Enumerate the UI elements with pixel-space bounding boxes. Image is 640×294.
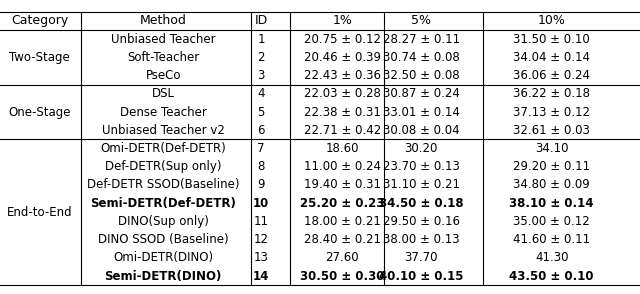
Text: 25.20 ± 0.23: 25.20 ± 0.23 — [300, 197, 385, 210]
Text: 6: 6 — [257, 124, 265, 137]
Text: 28.40 ± 0.21: 28.40 ± 0.21 — [304, 233, 381, 246]
Text: 22.71 ± 0.42: 22.71 ± 0.42 — [304, 124, 381, 137]
Text: 29.20 ± 0.11: 29.20 ± 0.11 — [513, 160, 590, 173]
Text: 41.60 ± 0.11: 41.60 ± 0.11 — [513, 233, 590, 246]
Text: 30.50 ± 0.30: 30.50 ± 0.30 — [300, 270, 385, 283]
Text: 36.22 ± 0.18: 36.22 ± 0.18 — [513, 87, 590, 100]
Text: 7: 7 — [257, 142, 265, 155]
Text: 10%: 10% — [538, 14, 566, 27]
Text: Semi-DETR(DINO): Semi-DETR(DINO) — [104, 270, 222, 283]
Text: Soft-Teacher: Soft-Teacher — [127, 51, 199, 64]
Text: 34.04 ± 0.14: 34.04 ± 0.14 — [513, 51, 590, 64]
Text: DINO SSOD (Baseline): DINO SSOD (Baseline) — [98, 233, 228, 246]
Text: 11.00 ± 0.24: 11.00 ± 0.24 — [304, 160, 381, 173]
Text: 32.50 ± 0.08: 32.50 ± 0.08 — [383, 69, 460, 82]
Text: 23.70 ± 0.13: 23.70 ± 0.13 — [383, 160, 460, 173]
Text: 30.87 ± 0.24: 30.87 ± 0.24 — [383, 87, 460, 100]
Text: 5: 5 — [257, 106, 265, 118]
Text: Dense Teacher: Dense Teacher — [120, 106, 207, 118]
Text: Category: Category — [11, 14, 68, 27]
Text: 14: 14 — [253, 270, 269, 283]
Text: 13: 13 — [253, 251, 269, 264]
Text: 2: 2 — [257, 51, 265, 64]
Text: 35.00 ± 0.12: 35.00 ± 0.12 — [513, 215, 590, 228]
Text: 27.60: 27.60 — [326, 251, 359, 264]
Text: 1: 1 — [257, 33, 265, 46]
Text: 30.74 ± 0.08: 30.74 ± 0.08 — [383, 51, 460, 64]
Text: 34.80 ± 0.09: 34.80 ± 0.09 — [513, 178, 590, 191]
Text: 1%: 1% — [332, 14, 353, 27]
Text: 12: 12 — [253, 233, 269, 246]
Text: 5%: 5% — [411, 14, 431, 27]
Text: DINO(Sup only): DINO(Sup only) — [118, 215, 209, 228]
Text: 22.03 ± 0.28: 22.03 ± 0.28 — [304, 87, 381, 100]
Text: 30.20: 30.20 — [404, 142, 438, 155]
Text: 20.75 ± 0.12: 20.75 ± 0.12 — [304, 33, 381, 46]
Text: 20.46 ± 0.39: 20.46 ± 0.39 — [304, 51, 381, 64]
Text: 18.60: 18.60 — [326, 142, 359, 155]
Text: Unbiased Teacher: Unbiased Teacher — [111, 33, 216, 46]
Text: 38.10 ± 0.14: 38.10 ± 0.14 — [509, 197, 594, 210]
Text: 32.61 ± 0.03: 32.61 ± 0.03 — [513, 124, 590, 137]
Text: 3: 3 — [257, 69, 265, 82]
Text: 31.50 ± 0.10: 31.50 ± 0.10 — [513, 33, 590, 46]
Text: 29.50 ± 0.16: 29.50 ± 0.16 — [383, 215, 460, 228]
Text: 43.50 ± 0.10: 43.50 ± 0.10 — [509, 270, 594, 283]
Text: 10: 10 — [253, 197, 269, 210]
Text: Def-DETR SSOD(Baseline): Def-DETR SSOD(Baseline) — [87, 178, 239, 191]
Text: 11: 11 — [253, 215, 269, 228]
Text: 30.08 ± 0.04: 30.08 ± 0.04 — [383, 124, 460, 137]
Text: 8: 8 — [257, 160, 265, 173]
Text: 9: 9 — [257, 178, 265, 191]
Text: 28.27 ± 0.11: 28.27 ± 0.11 — [383, 33, 460, 46]
Text: ID: ID — [255, 14, 268, 27]
Text: One-Stage: One-Stage — [8, 106, 71, 118]
Text: 37.13 ± 0.12: 37.13 ± 0.12 — [513, 106, 590, 118]
Text: Method: Method — [140, 14, 187, 27]
Text: DSL: DSL — [152, 87, 175, 100]
Text: 33.01 ± 0.14: 33.01 ± 0.14 — [383, 106, 460, 118]
Text: Def-DETR(Sup only): Def-DETR(Sup only) — [105, 160, 221, 173]
Text: 31.10 ± 0.21: 31.10 ± 0.21 — [383, 178, 460, 191]
Text: 34.50 ± 0.18: 34.50 ± 0.18 — [379, 197, 463, 210]
Text: End-to-End: End-to-End — [7, 206, 72, 219]
Text: 37.70: 37.70 — [404, 251, 438, 264]
Text: Two-Stage: Two-Stage — [10, 51, 70, 64]
Text: Omi-DETR(DINO): Omi-DETR(DINO) — [113, 251, 213, 264]
Text: Semi-DETR(Def-DETR): Semi-DETR(Def-DETR) — [90, 197, 236, 210]
Text: 19.40 ± 0.31: 19.40 ± 0.31 — [304, 178, 381, 191]
Text: 38.00 ± 0.13: 38.00 ± 0.13 — [383, 233, 460, 246]
Text: 41.30: 41.30 — [535, 251, 568, 264]
Text: Omi-DETR(Def-DETR): Omi-DETR(Def-DETR) — [100, 142, 226, 155]
Text: 34.10: 34.10 — [535, 142, 568, 155]
Text: 36.06 ± 0.24: 36.06 ± 0.24 — [513, 69, 590, 82]
Text: 22.38 ± 0.31: 22.38 ± 0.31 — [304, 106, 381, 118]
Text: 4: 4 — [257, 87, 265, 100]
Text: 22.43 ± 0.36: 22.43 ± 0.36 — [304, 69, 381, 82]
Text: 40.10 ± 0.15: 40.10 ± 0.15 — [379, 270, 463, 283]
Text: Unbiased Teacher v2: Unbiased Teacher v2 — [102, 124, 225, 137]
Text: 18.00 ± 0.21: 18.00 ± 0.21 — [304, 215, 381, 228]
Text: PseCo: PseCo — [145, 69, 181, 82]
